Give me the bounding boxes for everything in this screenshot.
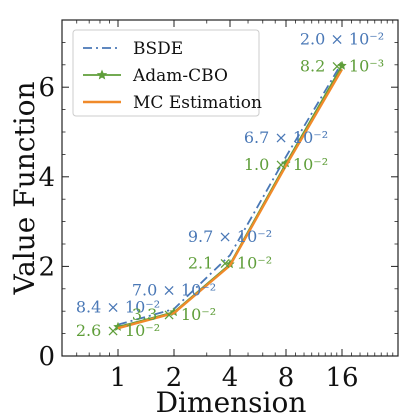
legend-label-mc-estimation: MC Estimation: [133, 93, 262, 113]
error-annotation: 2.0 × 10⁻²: [300, 30, 384, 49]
error-annotation: 2.1 × 10⁻²: [188, 254, 272, 273]
x-tick-label: 8: [278, 363, 295, 393]
y-tick-label: 2: [38, 252, 55, 282]
legend: BSDE Adam-CBO MC Estimation: [72, 29, 262, 117]
y-tick-label: 0: [38, 342, 55, 372]
error-annotation: 9.7 × 10⁻²: [188, 227, 272, 246]
error-annotation: 6.7 × 10⁻²: [244, 128, 328, 147]
error-annotation: 1.0 × 10⁻²: [244, 155, 328, 174]
x-axis-title: Dimension: [156, 386, 307, 419]
x-tick-label: 2: [166, 363, 183, 393]
error-annotation: 8.2 × 10⁻³: [300, 57, 384, 76]
error-annotation: 7.0 × 10⁻²: [132, 281, 216, 300]
legend-marker-adam-cbo: [96, 69, 108, 80]
y-tick-label: 4: [38, 163, 55, 193]
x-tick-label: 4: [222, 363, 239, 393]
y-axis-title: Value Function: [8, 81, 41, 295]
series-line-mc-estimation: [117, 68, 344, 330]
point-adam-cbo: [337, 60, 347, 70]
error-annotation: 8.4 × 10⁻²: [76, 298, 160, 317]
y-tick-label: 6: [38, 73, 55, 103]
x-tick-label: 1: [110, 363, 127, 393]
error-annotation: 3.3 × 10⁻²: [132, 305, 216, 324]
plot-area: 1 2 4 8 16 0 2 4 6 8.4 × 10⁻²7.0 × 10⁻² 9.7 × 10⁻²…: [38, 19, 399, 393]
error-annotation: 2.6 × 10⁻²: [76, 321, 160, 340]
x-tick-label: 16: [325, 363, 358, 393]
series-line-bsde: [117, 62, 343, 326]
legend-label-bsde: BSDE: [133, 39, 183, 59]
legend-box: [72, 29, 260, 117]
legend-label-adam-cbo: Adam-CBO: [132, 66, 228, 86]
